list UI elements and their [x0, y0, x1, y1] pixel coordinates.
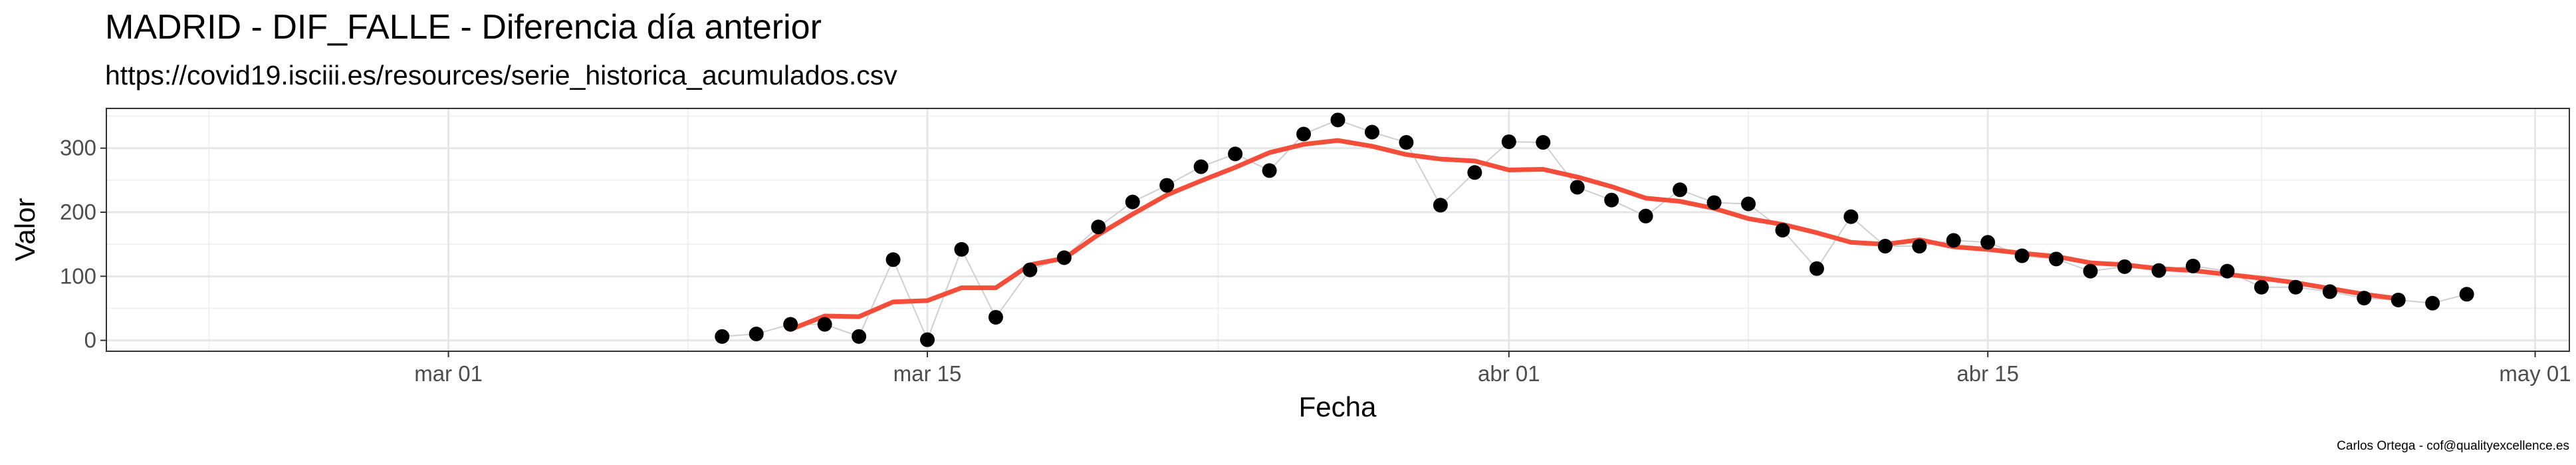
data-point — [1809, 261, 1824, 276]
data-point — [2083, 263, 2098, 279]
data-point — [1706, 195, 1722, 210]
data-point — [2014, 248, 2030, 263]
x-axis-title: Fecha — [1299, 391, 1377, 422]
data-point — [1536, 135, 1551, 150]
data-point — [988, 309, 1003, 325]
data-point — [2459, 287, 2474, 302]
data-point — [2117, 259, 2133, 274]
data-point — [1467, 165, 1482, 180]
y-axis: 0 100 200 300 — [60, 136, 106, 353]
data-point — [1193, 159, 1209, 174]
x-tick-label: abr 01 — [1478, 361, 1540, 386]
data-point — [2220, 263, 2235, 279]
x-tick-label: may 01 — [2499, 361, 2571, 386]
data-point — [1946, 233, 1961, 248]
x-axis: mar 01 mar 15 abr 01 abr 15 may 01 — [414, 351, 2571, 386]
caption: Carlos Ortega - cof@qualityexcellence.es — [2337, 439, 2569, 453]
data-point — [1296, 126, 1312, 142]
plot-border — [106, 108, 2570, 352]
data-point — [2151, 263, 2166, 278]
plot-panel — [106, 108, 2569, 351]
data-point — [885, 252, 901, 267]
data-point — [1364, 124, 1379, 140]
data-point — [1159, 178, 1175, 193]
data-point — [2425, 295, 2440, 311]
data-point — [715, 329, 730, 344]
data-point — [1399, 135, 1414, 150]
x-tick-label: mar 01 — [414, 361, 483, 386]
data-point — [2357, 291, 2372, 306]
data-point — [2288, 279, 2303, 295]
x-tick-label: mar 15 — [893, 361, 962, 386]
data-point — [817, 317, 832, 332]
y-tick-label: 300 — [60, 136, 96, 160]
data-point — [2254, 279, 2269, 295]
chart-title: MADRID - DIF_FALLE - Diferencia día ante… — [105, 8, 822, 47]
data-point — [1877, 239, 1893, 254]
data-point — [1673, 182, 1688, 198]
grid-layer — [106, 108, 2569, 351]
data-point — [2049, 251, 2064, 267]
data-point — [2391, 292, 2406, 307]
data-point — [2185, 258, 2200, 273]
y-tick-label: 0 — [84, 328, 96, 353]
points-layer — [715, 112, 2474, 347]
data-point — [783, 317, 798, 332]
data-point — [1262, 163, 1277, 178]
data-point — [1638, 208, 1653, 224]
data-point — [954, 241, 969, 257]
data-point — [749, 326, 764, 341]
chart-subtitle: https://covid19.isciii.es/resources/seri… — [105, 60, 897, 90]
x-tick-label: abr 15 — [1956, 361, 2019, 386]
y-tick-label: 200 — [60, 200, 96, 224]
data-point — [1843, 209, 1859, 224]
y-tick-label: 100 — [60, 263, 96, 288]
data-point — [1604, 192, 1619, 208]
data-point — [1912, 239, 1927, 254]
data-point — [1501, 134, 1516, 150]
data-point — [1330, 112, 1346, 128]
data-point — [1125, 194, 1140, 210]
data-point — [1228, 146, 1243, 162]
data-point — [1775, 222, 1790, 237]
data-point — [1056, 250, 1072, 265]
data-point — [1570, 180, 1585, 195]
data-point — [920, 332, 935, 347]
data-point — [1022, 262, 1038, 277]
data-point — [1741, 196, 1756, 212]
data-point — [1091, 220, 1106, 235]
data-point — [2322, 284, 2337, 299]
data-point — [1433, 198, 1448, 213]
data-point — [1980, 235, 1996, 250]
data-point — [852, 329, 867, 344]
y-axis-title: Valor — [9, 198, 41, 261]
